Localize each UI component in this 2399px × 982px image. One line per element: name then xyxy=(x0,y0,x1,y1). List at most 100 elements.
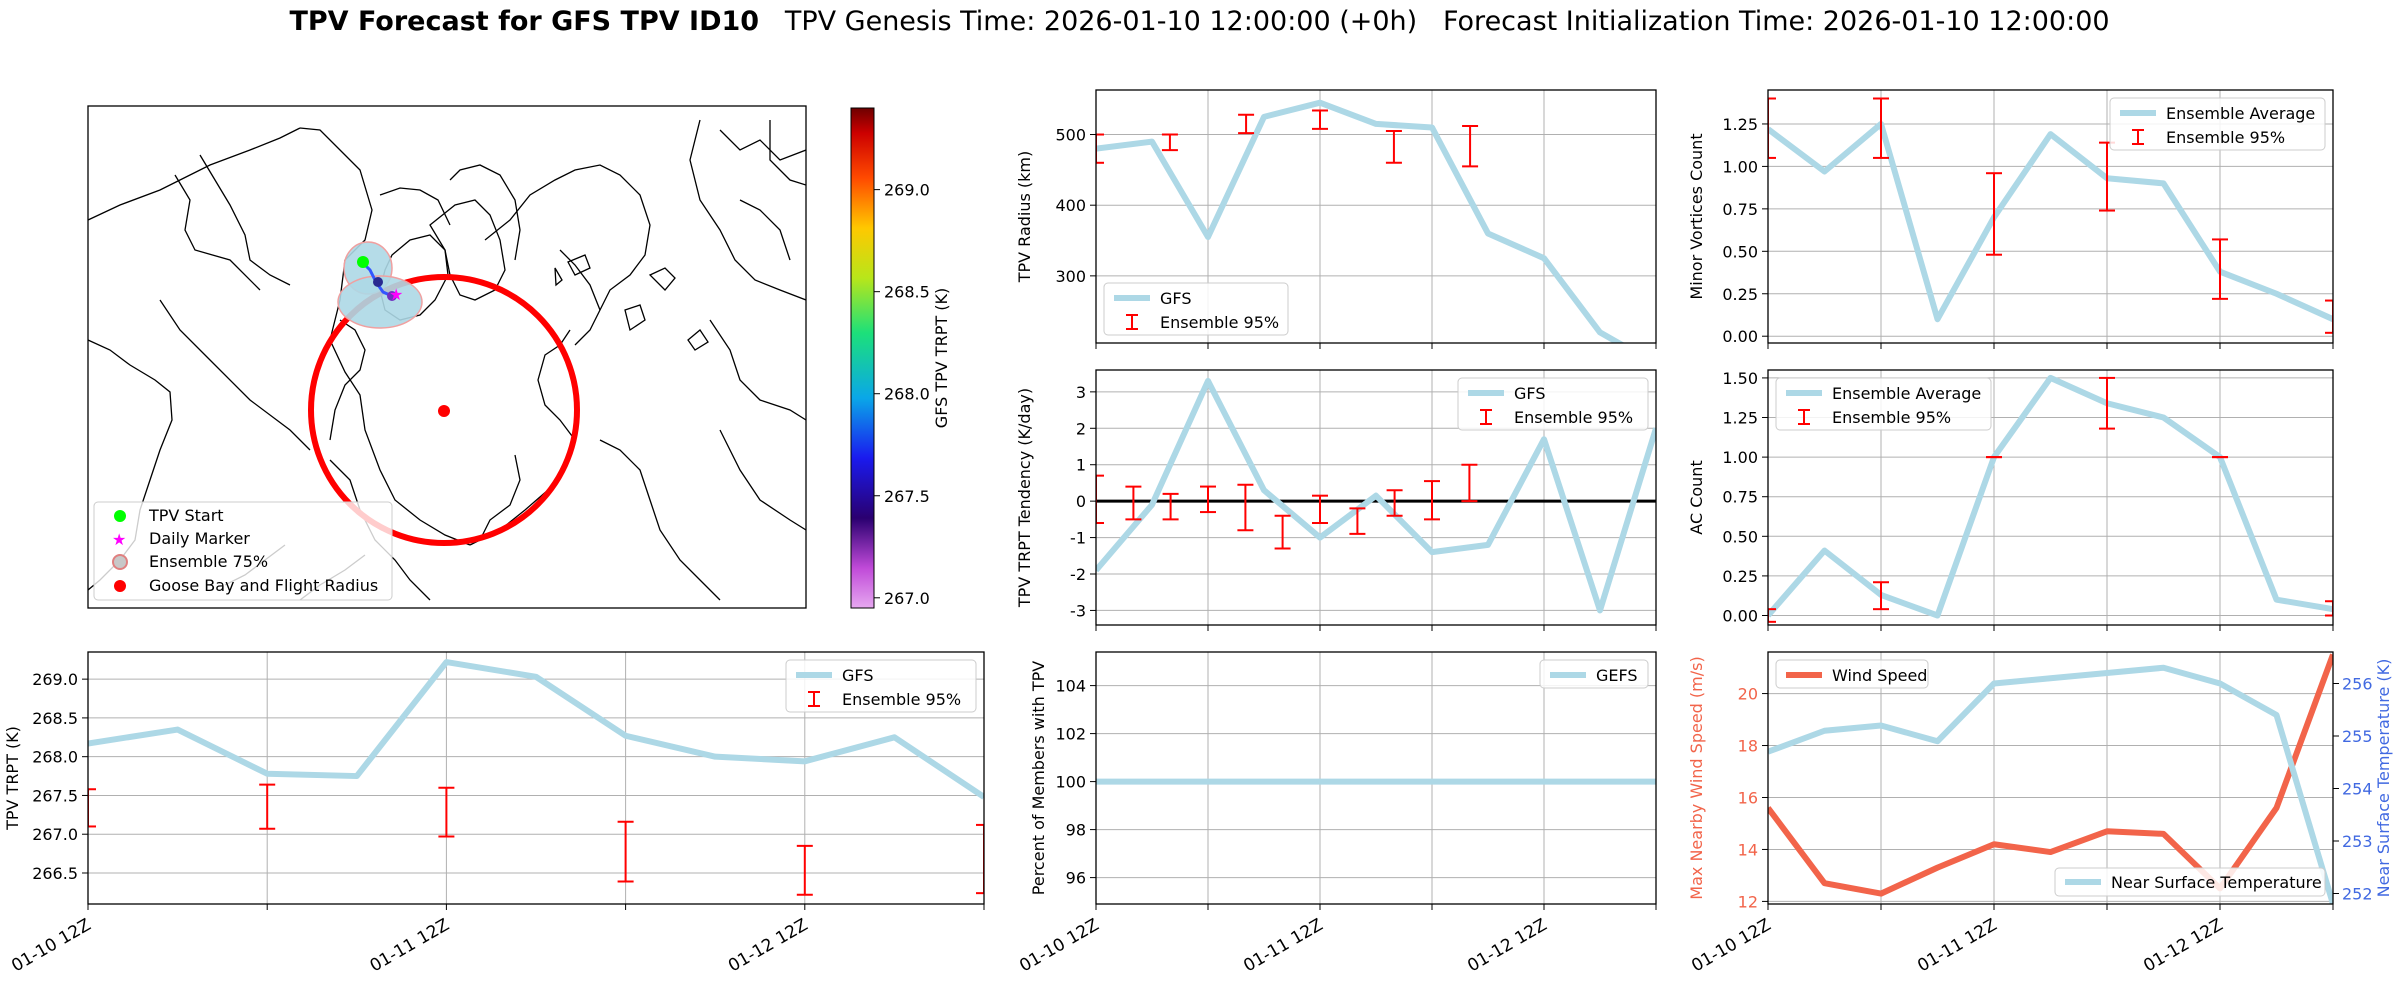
legend-daily-icon: ★ xyxy=(112,530,126,549)
series-line-wind-speed xyxy=(1768,653,2333,897)
daily-marker-star: ★ xyxy=(389,285,403,304)
errorbar xyxy=(796,844,813,896)
y-tick-label: 100 xyxy=(1055,773,1086,792)
y-tick-label: 400 xyxy=(1055,196,1086,215)
y-tick-label: -1 xyxy=(1070,529,1086,548)
x-tick-label: 01-11 12Z xyxy=(1240,915,1326,976)
y-tick-label: 267.5 xyxy=(32,786,78,805)
errorbar xyxy=(259,783,276,830)
y-right-tick-label: 255 xyxy=(2342,727,2373,746)
errorbar xyxy=(1200,485,1216,514)
y-tick-label: 1.00 xyxy=(1722,448,1758,467)
legend-errorbar-icon xyxy=(2132,129,2144,145)
y-axis: 0.00 0.25 0.50 0.75 1.00 1.25 1.50 xyxy=(1722,369,1768,625)
y-tick-label: 1 xyxy=(1076,456,1086,475)
y-axis: 12 14 16 18 20 xyxy=(1738,685,1768,911)
axes-frame xyxy=(1767,369,2334,626)
errorbar xyxy=(1125,485,1142,521)
errorbar xyxy=(1873,97,1889,159)
y-tick-label: 1.00 xyxy=(1722,157,1758,176)
chart-legend: GFS Ensemble 95% xyxy=(1457,377,1649,431)
y-axis-label: TPV TRPT (K) xyxy=(3,726,22,831)
colorbar-tick-label: 268.5 xyxy=(884,283,930,302)
errorbar xyxy=(438,786,455,838)
title-init: Forecast Initialization Time: 2026-01-10… xyxy=(1442,6,2110,37)
errorbar xyxy=(1462,125,1479,168)
legend-errorbar-label: Ensemble 95% xyxy=(1832,408,1951,427)
chart-minor: 0.00 0.25 0.50 0.75 1.00 1.25 Minor Vortices C… xyxy=(1687,89,2334,349)
colorbar: 267.0 267.5 268.0 268.5 269.0 GFS TPV TRPT (… xyxy=(850,107,951,609)
y-tick-label: -2 xyxy=(1070,565,1086,584)
legend-errorbar-label: Ensemble 95% xyxy=(2166,128,2285,147)
series-line-near-surface-temperature xyxy=(1768,664,2333,904)
tpv-start-marker xyxy=(357,256,369,268)
legend-ensemble-label: Ensemble 75% xyxy=(149,552,268,571)
y-right-tick-label: 254 xyxy=(2342,780,2373,799)
colorbar-tick-label: 267.5 xyxy=(884,487,930,506)
chart-legend-right: Near Surface Temperature xyxy=(2054,867,2326,897)
errorbar xyxy=(1386,489,1403,517)
errorbar xyxy=(1768,97,1776,159)
legend-errorbar-label: Ensemble 95% xyxy=(1514,408,1633,427)
legend-start-label: TPV Start xyxy=(148,506,224,525)
errorbar xyxy=(1385,129,1402,164)
colorbar-tick-label: 269.0 xyxy=(884,181,930,200)
legend-line-label: Ensemble Average xyxy=(2166,104,2315,123)
legend-line-label: GEFS xyxy=(1596,666,1638,685)
chart-legend: Ensemble Average Ensemble 95% xyxy=(1775,377,1992,431)
errorbar xyxy=(2212,238,2228,300)
y-tick-label: 1.25 xyxy=(1722,409,1758,428)
legend-goose-label: Goose Bay and Flight Radius xyxy=(149,576,378,595)
x-tick-label: 01-12 12Z xyxy=(1464,915,1550,976)
y-axis-label: Max Nearby Wind Speed (m/s) xyxy=(1687,656,1706,899)
errorbar xyxy=(2325,299,2333,334)
y-tick-label: 0.00 xyxy=(1722,606,1758,625)
x-axis xyxy=(1767,625,2334,631)
legend-goose-icon xyxy=(114,580,126,592)
y-tick-label: 98 xyxy=(1066,821,1086,840)
legend-ensemble-icon xyxy=(112,554,128,570)
x-tick-label: 01-10 12Z xyxy=(8,915,94,976)
legend-daily-label: Daily Marker xyxy=(149,529,250,548)
x-axis: 01-10 12Z 01-11 12Z 01-12 12Z xyxy=(1688,904,2334,976)
title-genesis: TPV Genesis Time: 2026-01-10 12:00:00 (+… xyxy=(784,6,1418,37)
legend-start-icon xyxy=(114,510,126,522)
y-right-tick-label: 252 xyxy=(2342,885,2373,904)
x-tick-label: 01-12 12Z xyxy=(725,915,811,976)
y-right-axis-label: Near Surface Temperature (K) xyxy=(2374,659,2393,898)
y-axis: 0.00 0.25 0.50 0.75 1.00 1.25 xyxy=(1722,115,1768,346)
y-tick-label: 300 xyxy=(1055,267,1086,286)
legend-line-label: Wind Speed xyxy=(1832,666,1927,685)
y-tick-label: 0.00 xyxy=(1722,327,1758,346)
chart-legend: GFS Ensemble 95% xyxy=(1103,282,1289,336)
legend-line-label: GFS xyxy=(1514,384,1545,403)
x-tick-label: 01-11 12Z xyxy=(367,915,453,976)
y-tick-label: 268.5 xyxy=(32,709,78,728)
y-tick-label: 267.0 xyxy=(32,825,78,844)
y-tick-label: 1.25 xyxy=(1722,115,1758,134)
y-tick-label: 18 xyxy=(1738,737,1758,756)
y-tick-label: 96 xyxy=(1066,869,1086,888)
y-tick-label: 0 xyxy=(1076,492,1086,511)
errorbar xyxy=(1768,608,1776,623)
x-tick-label: 01-11 12Z xyxy=(1914,915,2000,976)
legend-errorbar-icon xyxy=(808,691,820,707)
title-bold: TPV Forecast for GFS TPV ID10 xyxy=(289,6,760,37)
tpv-position-marker xyxy=(373,277,383,287)
y-tick-label: 104 xyxy=(1055,677,1086,696)
goose-bay-marker xyxy=(438,405,450,417)
x-axis xyxy=(1095,625,1657,631)
errorbar xyxy=(1312,494,1328,524)
legend-line-label: GFS xyxy=(1160,289,1191,308)
series-line-ensemble-average xyxy=(1768,120,2333,323)
y-axis-label: Minor Vortices Count xyxy=(1687,133,1706,299)
errorbar xyxy=(1161,133,1178,152)
errorbar xyxy=(976,823,984,895)
ensemble-75-area xyxy=(337,275,423,329)
errorbar xyxy=(1986,172,2002,256)
colorbar-tick-label: 268.0 xyxy=(884,385,930,404)
errorbar xyxy=(1873,581,1889,611)
chart-percent: 96 98 100 102 104 Percent of Members with TPV… xyxy=(1016,651,1657,976)
